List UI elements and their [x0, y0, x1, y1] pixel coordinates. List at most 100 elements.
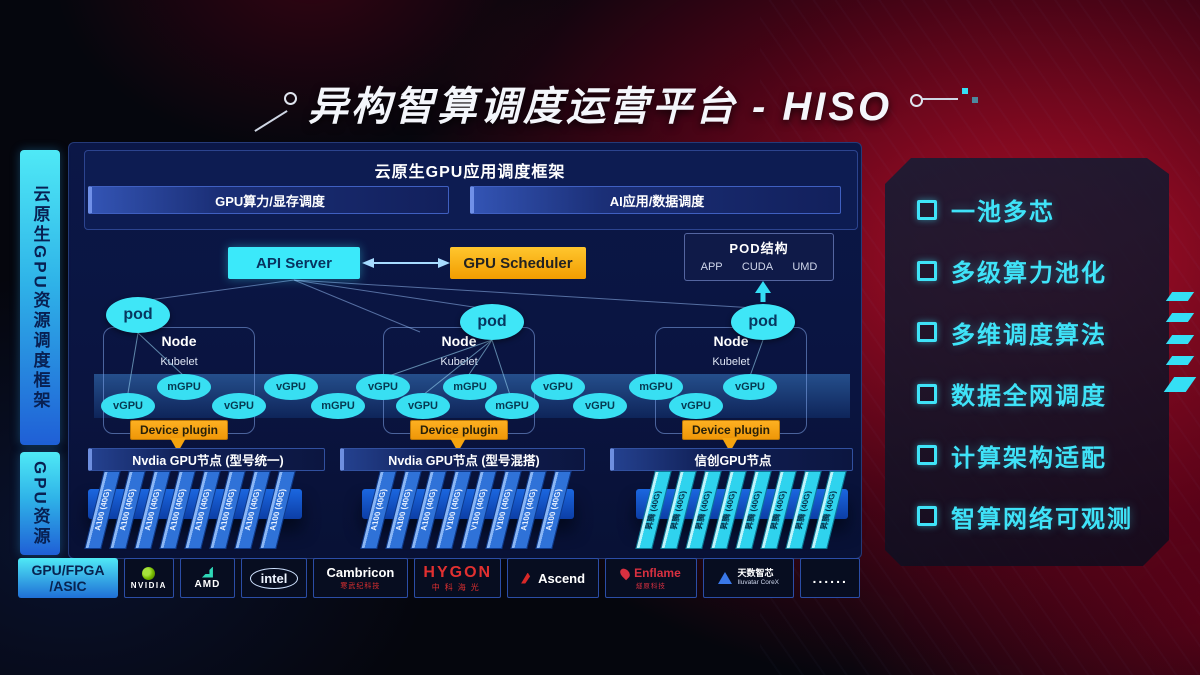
node-1-device-plugin: Device plugin: [130, 420, 228, 440]
vendor-logo-row: Ascend: [521, 571, 585, 586]
sidebar-framework-bar: 云原生GPU资源调度框架: [20, 150, 60, 445]
feature-item-3: 多维调度算法: [917, 315, 1159, 350]
framework-bar-compute: GPU算力/显存调度: [88, 186, 449, 214]
vendor-ascend: Ascend: [507, 558, 599, 598]
gpu-group-1-header: Nvdia GPU节点 (型号统一): [88, 448, 325, 471]
stripe-icon: [1165, 292, 1195, 301]
node-3-device-plugin: Device plugin: [682, 420, 780, 440]
framework-bar-ai: AI应用/数据调度: [470, 186, 841, 214]
pod-structure-item-umd: UMD: [792, 261, 818, 273]
node-2-kubelet: Kubelet: [440, 356, 478, 368]
feature-item-6: 智算网络可观测: [917, 499, 1159, 534]
vendor-name: ......: [812, 570, 848, 586]
square-bullet-icon: [917, 506, 937, 527]
title-deco-line-right: [922, 98, 958, 100]
square-bullet-icon: [917, 322, 937, 343]
feature-item-1: 一池多芯: [917, 192, 1159, 227]
vgpu-ellipse: vGPU: [101, 393, 155, 419]
api-server-box: API Server: [228, 247, 360, 279]
title-deco-square-2: [972, 97, 978, 103]
vgpu-ellipse: vGPU: [264, 374, 318, 400]
vgpu-ellipse: vGPU: [669, 393, 723, 419]
feature-item-5: 计算架构适配: [917, 438, 1159, 473]
vendor-logo-row: 天数智芯 Iluvatar CoreX: [718, 569, 779, 586]
vgpu-ellipse: vGPU: [723, 374, 777, 400]
feature-label: 多维调度算法: [951, 321, 1107, 349]
vgpu-ellipse: vGPU: [396, 393, 450, 419]
mgpu-ellipse: mGPU: [443, 374, 497, 400]
page-title: 异构智算调度运营平台 - HISO: [307, 85, 893, 129]
node-1-kubelet: Kubelet: [160, 356, 198, 368]
vendor-more: ......: [800, 558, 860, 598]
feature-label: 计算架构适配: [951, 444, 1107, 472]
stripe-icon: [1165, 355, 1195, 365]
vendor-name: intel: [249, 567, 299, 589]
vgpu-ellipse: vGPU: [531, 374, 585, 400]
vendor-name: Cambricon: [326, 565, 395, 580]
vendor-subname: 中科海光: [431, 582, 484, 592]
node-3-label: Node: [713, 333, 749, 349]
vendor-name: NVIDIA: [130, 580, 167, 590]
square-bullet-icon: [917, 199, 937, 220]
vendor-amd: AMD: [179, 558, 236, 598]
gpu-scheduler-box: GPU Scheduler: [450, 247, 586, 279]
stripe-icon: [1163, 377, 1197, 392]
enflame-logo-icon: [618, 566, 632, 580]
pod-ellipse-2: pod: [460, 304, 524, 340]
vendor-name: Enflame: [634, 566, 681, 580]
vendor-name: AMD: [194, 578, 221, 590]
stripe-icon: [1165, 334, 1195, 344]
gpu-group-2-header: Nvdia GPU节点 (型号混搭): [340, 448, 585, 471]
gpu-group-3-header: 信创GPU节点: [610, 448, 853, 471]
vendor-name: 天数智芯: [737, 568, 774, 579]
pod-ellipse-1: pod: [106, 297, 170, 333]
vendor-cambricon: Cambricon 寒武纪科技: [312, 558, 409, 598]
sidebar-framework-label: 云原生GPU资源调度框架: [30, 184, 50, 411]
vgpu-ellipse: vGPU: [573, 393, 627, 419]
pod-ellipse-3: pod: [731, 304, 795, 340]
vendor-nvidia: NVIDIA: [124, 558, 174, 598]
mgpu-ellipse: mGPU: [485, 393, 539, 419]
stripe-icon: [1165, 313, 1195, 323]
vendor-subname: 寒武纪科技: [340, 583, 381, 590]
feature-label: 一池多芯: [951, 199, 1055, 226]
feature-label: 多级算力池化: [951, 260, 1107, 288]
vgpu-ellipse: vGPU: [356, 374, 410, 400]
pod-structure-item-cuda: CUDA: [741, 261, 774, 273]
square-bullet-icon: [917, 260, 937, 281]
ascend-logo-icon: [521, 572, 531, 584]
feature-item-2: 多级算力池化: [917, 253, 1159, 288]
vgpu-ellipse: vGPU: [212, 393, 266, 419]
vendor-hygon: HYGON 中科海光: [414, 558, 502, 598]
amd-logo-icon: [201, 566, 213, 578]
mgpu-ellipse: mGPU: [157, 374, 211, 400]
pod-structure-items: APP CUDA UMD: [685, 261, 833, 273]
feature-label: 智算网络可观测: [951, 505, 1133, 533]
node-2-device-plugin: Device plugin: [410, 420, 508, 440]
feature-label: 数据全网调度: [951, 383, 1107, 411]
mgpu-ellipse: mGPU: [311, 393, 365, 419]
vendor-row: NVIDIA AMD intel Cambricon 寒武纪科技 HYGON 中科海光 Asc…: [124, 558, 860, 598]
vendor-name: Ascend: [538, 570, 586, 586]
pod-structure-item-app: APP: [700, 261, 723, 273]
vendor-logo-row: Enflame: [618, 566, 681, 580]
node-1-label: Node: [161, 333, 197, 349]
pod-structure-box: POD结构 APP CUDA UMD: [684, 233, 834, 281]
square-bullet-icon: [917, 383, 937, 404]
iluvatar-logo-icon: [718, 572, 733, 584]
node-3-kubelet: Kubelet: [712, 356, 750, 368]
node-3: Node Kubelet Device plugin: [655, 327, 807, 440]
sidebar-gpu-bar: GPU资源: [20, 452, 60, 555]
vendor-iluvatar: 天数智芯 Iluvatar CoreX: [703, 558, 795, 598]
feature-panel: 一池多芯多级算力池化 多维调度算法 数据全网调度 计算架构适配 智算网络可观测: [885, 158, 1169, 566]
pod-structure-title: POD结构: [729, 241, 789, 256]
vendor-name-block: 天数智芯 Iluvatar CoreX: [737, 568, 780, 587]
vendor-subname: Iluvatar CoreX: [737, 579, 780, 587]
feature-item-4: 数据全网调度: [917, 376, 1159, 411]
framework-title: 云原生GPU应用调度框架: [374, 164, 566, 181]
nvidia-logo-icon: [142, 566, 156, 580]
title-deco-square-1: [962, 88, 968, 94]
sidebar-gpu-label: GPU资源: [30, 460, 50, 547]
vendor-subname: 燧原科技: [635, 583, 666, 590]
